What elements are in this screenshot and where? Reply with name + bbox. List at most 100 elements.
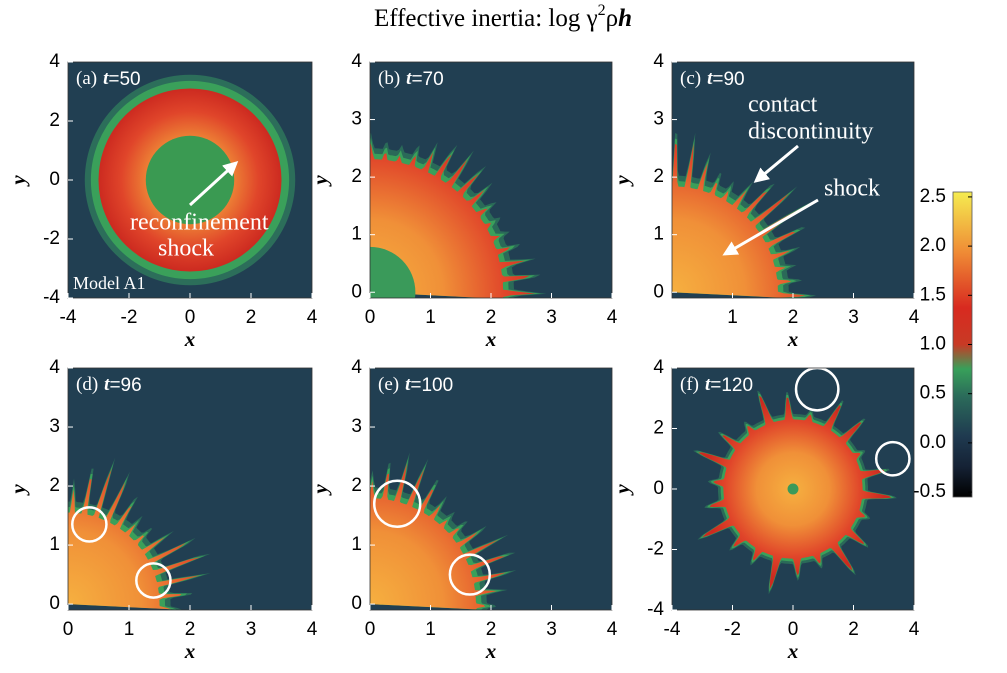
y-tick-label: 2 [351, 475, 362, 496]
x-tick-label: 0 [365, 619, 376, 640]
panel-image [63, 368, 312, 610]
x-tick-label: 3 [848, 307, 859, 328]
colorbar-tick-label: 2.0 [920, 235, 946, 256]
x-tick-label: 1 [425, 307, 436, 328]
time-value: =120 [710, 375, 753, 396]
x-tick-label: 4 [307, 307, 318, 328]
y-tick-label: -4 [647, 599, 664, 620]
x-axis-label: x [485, 327, 497, 351]
time-value: =50 [108, 69, 140, 90]
panel-tag: (f) [680, 374, 699, 395]
y-tick-label: 4 [351, 51, 362, 72]
x-tick-label: 4 [607, 307, 618, 328]
title-rho: ρ [606, 5, 618, 32]
panel-tag: (e) [378, 374, 399, 395]
figure: Effective inertia: log γ2ρh -4-2024-4-20… [0, 0, 1007, 673]
x-tick-label: 2 [246, 307, 257, 328]
panel-label: (b)t=70 [378, 68, 444, 90]
x-tick-label: 0 [365, 307, 376, 328]
y-tick-label: -2 [647, 539, 664, 560]
panel-image [672, 368, 914, 610]
x-axis-label: x [184, 327, 196, 351]
y-tick-label: 4 [49, 357, 60, 378]
y-tick-label: 4 [653, 51, 664, 72]
x-tick-label: 1 [124, 619, 135, 640]
annotation: Model A1 [73, 273, 146, 293]
panel-tag: (c) [680, 68, 701, 89]
x-tick-label: 2 [486, 619, 497, 640]
y-tick-label: 3 [49, 416, 60, 437]
y-axis-label: y [6, 175, 30, 188]
title: Effective inertia: log γ2ρh [374, 2, 632, 32]
annotation: discontinuity [748, 119, 873, 145]
y-tick-label: 3 [653, 109, 664, 130]
annotation: contact [748, 92, 818, 118]
y-tick-label: 1 [351, 534, 362, 555]
x-tick-label: 2 [848, 619, 859, 640]
panel-image [68, 62, 312, 298]
y-axis-label: y [6, 484, 30, 497]
annotation: shock [824, 176, 880, 202]
x-tick-label: 1 [727, 307, 738, 328]
x-axis-label: x [485, 639, 497, 663]
title-text: Effective inertia: log γ [374, 5, 598, 32]
panel-label: (c)t=90 [680, 68, 745, 90]
y-tick-label: 1 [351, 224, 362, 245]
y-tick-label: 2 [653, 166, 664, 187]
y-tick-label: 0 [653, 478, 664, 499]
y-tick-label: 0 [351, 281, 362, 302]
y-tick-label: 2 [653, 418, 664, 439]
x-tick-label: 4 [607, 619, 618, 640]
y-tick-label: 2 [49, 110, 60, 131]
y-tick-label: 3 [351, 416, 362, 437]
y-axis-label: y [610, 484, 634, 497]
time-value: =96 [109, 375, 141, 396]
y-tick-label: 2 [49, 475, 60, 496]
y-tick-label: 0 [653, 281, 664, 302]
x-tick-label: -2 [121, 307, 138, 328]
x-tick-label: -4 [60, 307, 77, 328]
panel-label: (d)t=96 [76, 374, 142, 396]
y-axis-label: y [610, 175, 634, 188]
time-value: =70 [411, 69, 443, 90]
colorbar-tick-label: 1.0 [920, 334, 946, 355]
y-tick-label: 0 [49, 593, 60, 614]
colorbar-tick-label: 0.0 [920, 432, 946, 453]
y-tick-label: 2 [351, 166, 362, 187]
colorbar-tick-label: 2.5 [920, 186, 946, 207]
colorbar-tick-label: 0.5 [920, 383, 946, 404]
core [788, 484, 799, 495]
x-tick-label: 4 [307, 619, 318, 640]
y-tick-label: 4 [653, 357, 664, 378]
title-var: h [618, 5, 632, 32]
panel-tag: (b) [378, 68, 400, 89]
x-axis-label: x [184, 639, 196, 663]
panel-label: (a)t=50 [76, 68, 141, 90]
panel-tag: (a) [76, 68, 97, 89]
y-tick-label: -4 [43, 287, 60, 308]
y-tick-label: 3 [351, 109, 362, 130]
y-tick-label: 0 [351, 593, 362, 614]
x-tick-label: 2 [788, 307, 799, 328]
x-tick-label: 0 [63, 619, 74, 640]
y-tick-label: 1 [49, 534, 60, 555]
x-tick-label: 2 [486, 307, 497, 328]
colorbar-tick-label: -0.5 [913, 481, 946, 502]
panel-image [325, 62, 612, 338]
y-tick-label: 1 [653, 224, 664, 245]
x-tick-label: 2 [185, 619, 196, 640]
x-tick-label: 1 [425, 619, 436, 640]
colorbar-tick-label: 1.5 [920, 284, 946, 305]
y-tick-label: 0 [49, 169, 60, 190]
x-tick-label: 3 [546, 619, 557, 640]
title-sup: 2 [598, 2, 606, 19]
x-axis-label: x [787, 639, 799, 663]
annotation: shock [158, 236, 214, 262]
time-value: =90 [712, 69, 744, 90]
x-tick-label: 3 [546, 307, 557, 328]
y-tick-label: 4 [49, 51, 60, 72]
y-tick-label: -2 [43, 228, 60, 249]
panel-image [364, 368, 612, 610]
x-tick-label: 4 [909, 307, 920, 328]
x-axis-label: x [787, 327, 799, 351]
